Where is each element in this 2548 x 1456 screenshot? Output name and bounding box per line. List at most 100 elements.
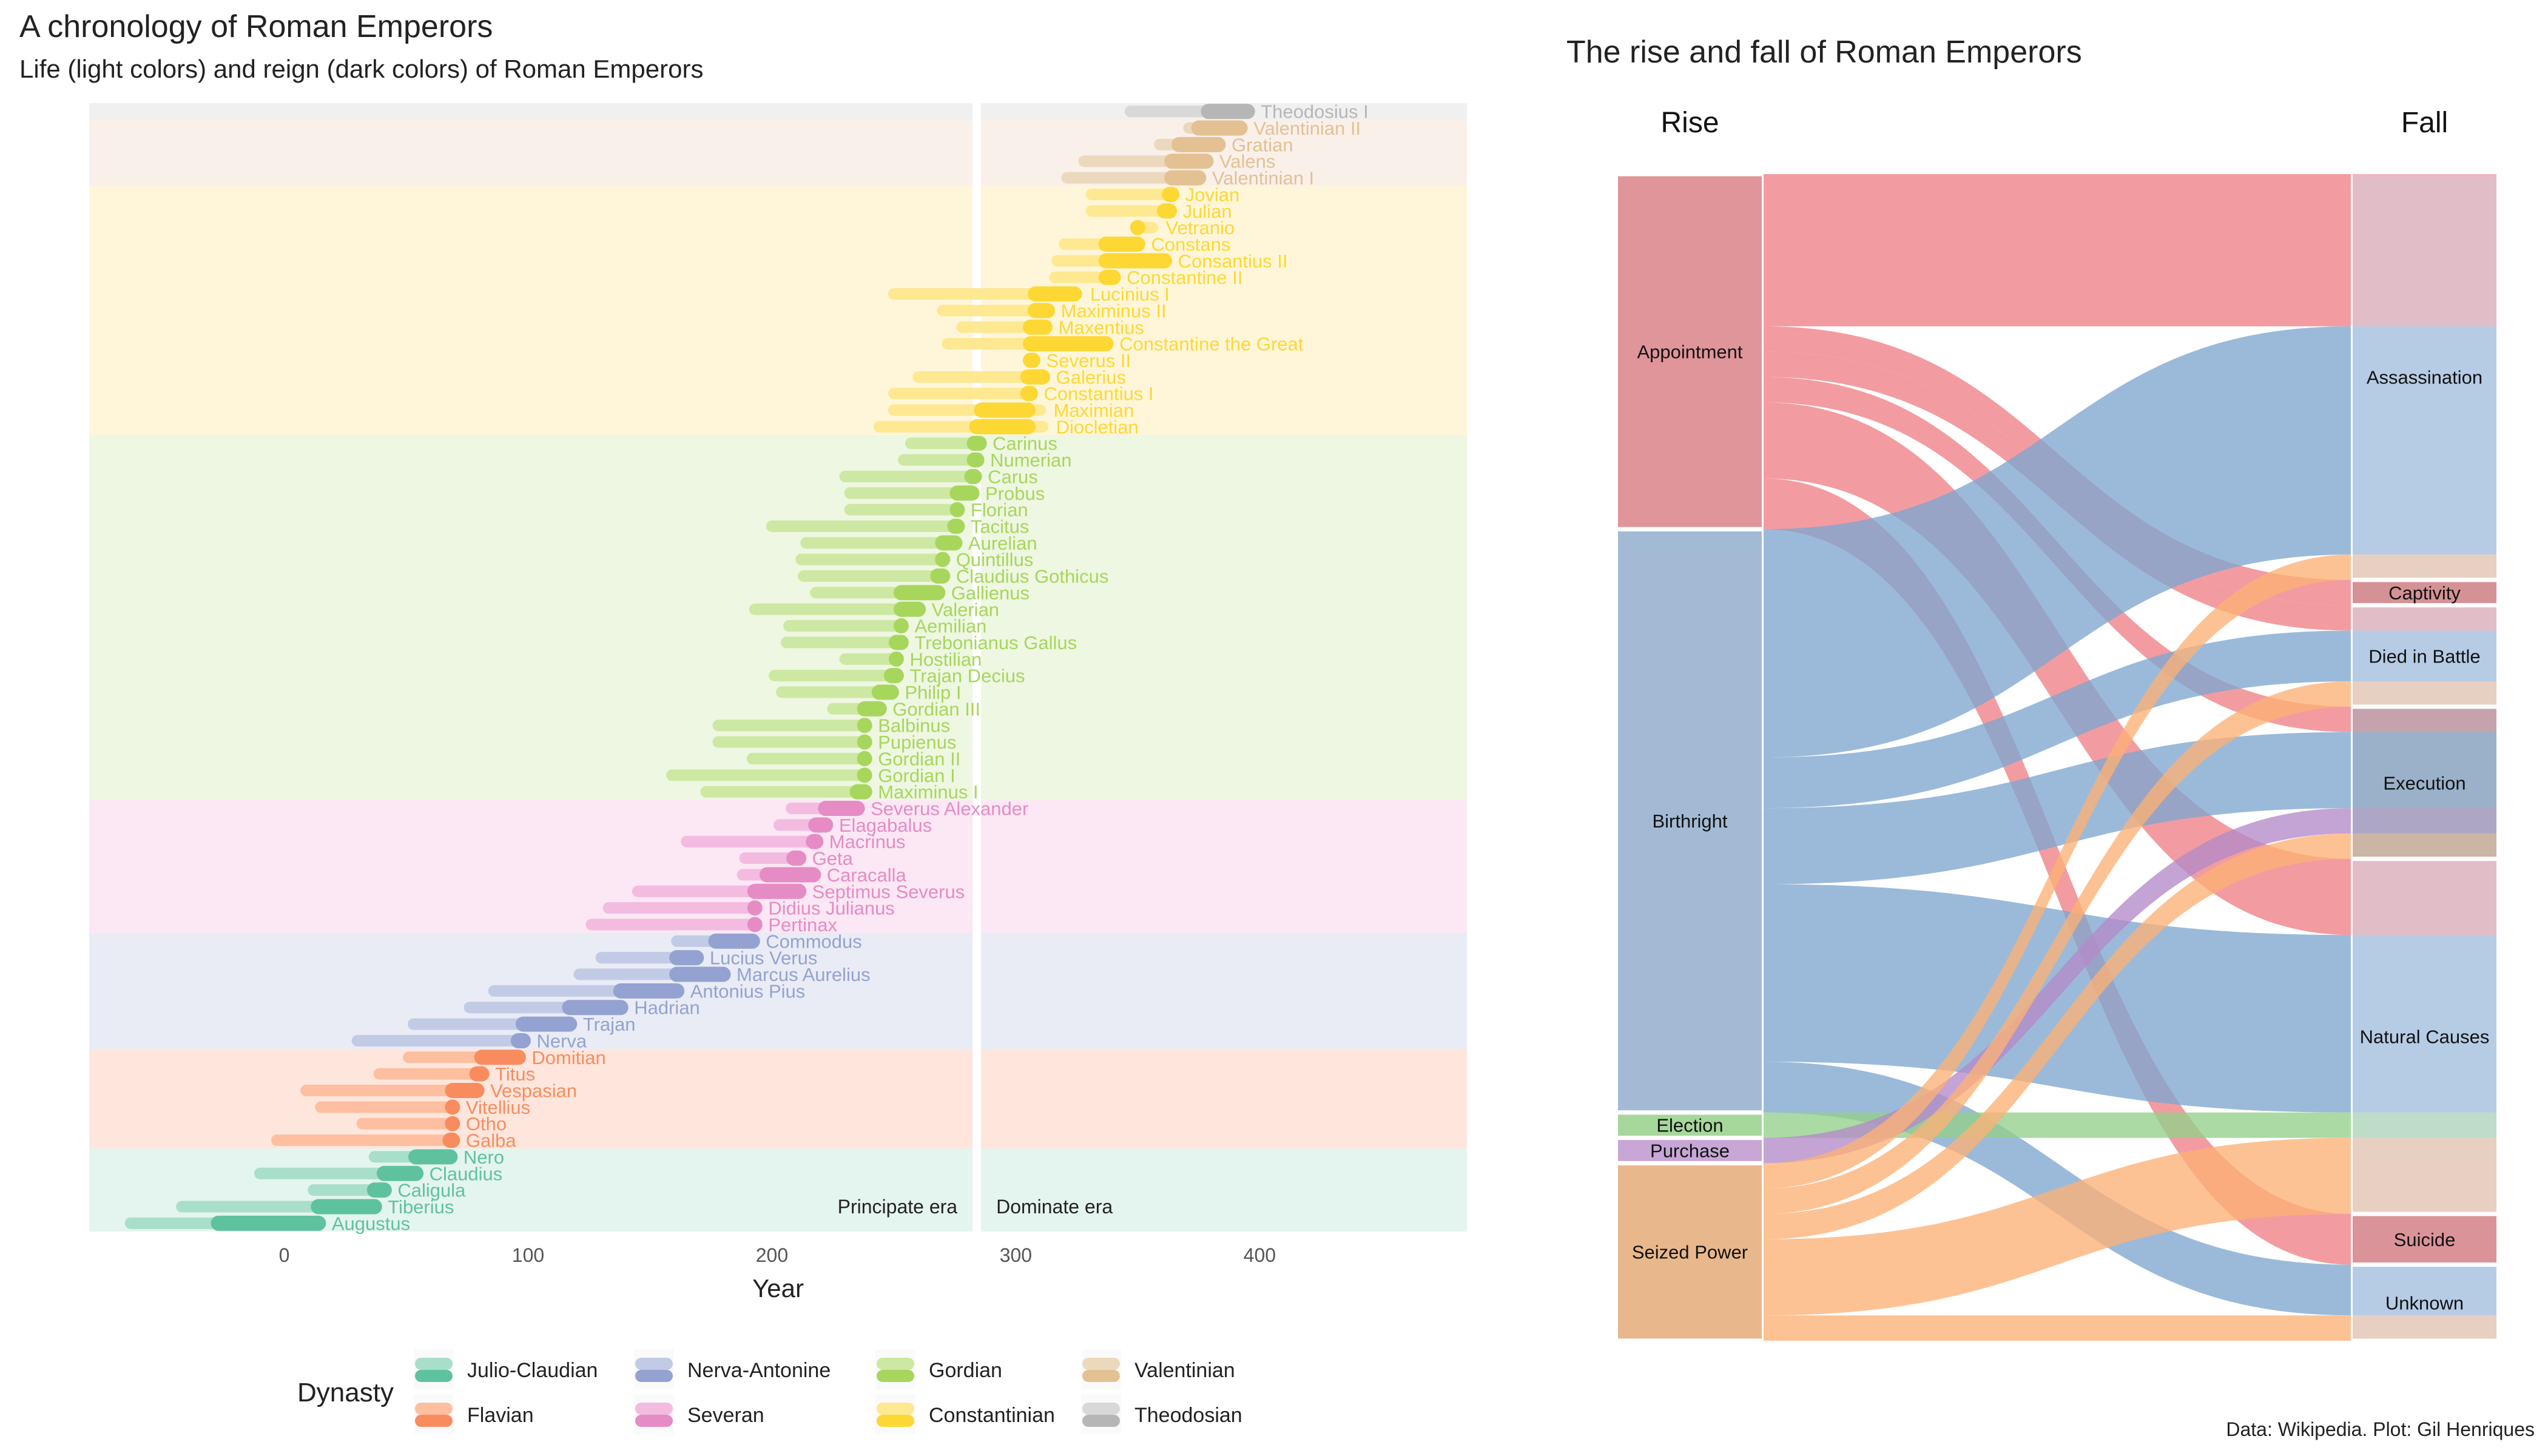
legend-item-julio-claudian: Julio-Claudian (414, 1349, 598, 1389)
fall-node-segment (2353, 681, 2496, 707)
emperor-label-macrinus: Macrinus (829, 831, 906, 852)
legend-item-gordian: Gordian (875, 1349, 1002, 1389)
emperor-label-claudius: Claudius (430, 1163, 503, 1184)
fall-node-segment (2353, 579, 2496, 605)
emperor-label-balbinus: Balbinus (878, 715, 950, 736)
fall-node-suicide (2353, 1216, 2496, 1263)
emperor-label-aurelian: Aurelian (968, 533, 1037, 554)
rise-node-seized-power (1618, 1165, 1762, 1339)
emperor-label-valentinian-i: Valentinian I (1212, 167, 1314, 189)
fall-node-segment (2353, 174, 2496, 326)
x-tick-300: 300 (1000, 1244, 1032, 1266)
emperor-label-nerva: Nerva (536, 1030, 587, 1051)
fall-label-execution: Execution (2383, 772, 2465, 794)
fall-axis-label: Fall (2401, 107, 2448, 139)
rise-node-birthright (1618, 531, 1762, 1111)
era-label-dominate: Dominate era (996, 1196, 1113, 1218)
emperor-label-julian: Julian (1183, 201, 1232, 222)
emperor-label-hostilian: Hostilian (909, 649, 982, 670)
x-tick-200: 200 (756, 1244, 788, 1266)
emperor-label-titus: Titus (495, 1063, 535, 1085)
emperor-label-carus: Carus (988, 466, 1038, 487)
fall-node-segment (2353, 1264, 2496, 1316)
rise-node-gap (1618, 1338, 1762, 1343)
legend-label: Severan (687, 1404, 764, 1427)
emperor-label-constantius-i: Constantius I (1044, 383, 1154, 405)
emperor-label-jovian: Jovian (1185, 184, 1240, 205)
fall-node-gap (2353, 857, 2496, 861)
legend-item-flavian: Flavian (414, 1394, 534, 1434)
fall-node-segment (2353, 1112, 2496, 1138)
rise-node-gap (1618, 1136, 1762, 1141)
emperor-label-hadrian: Hadrian (634, 997, 700, 1019)
emperor-label-severus-ii: Severus II (1046, 350, 1131, 371)
chronology-title: A chronology of Roman Emperors (19, 9, 493, 44)
alluvial-title: The rise and fall of Roman Emperors (1566, 35, 2082, 70)
emperor-label-vitellius: Vitellius (466, 1097, 530, 1118)
x-tick-0: 0 (279, 1244, 290, 1266)
fall-node-gap (2353, 1212, 2496, 1216)
legend-label: Theodosian (1134, 1404, 1242, 1427)
legend-label: Julio-Claudian (467, 1359, 598, 1382)
fall-node-segment (2353, 1315, 2496, 1341)
emperor-label-geta: Geta (812, 848, 854, 869)
fall-node-segment (2353, 630, 2496, 682)
rise-node-gap (1618, 527, 1762, 531)
emperor-label-aemilian: Aemilian (914, 616, 986, 637)
fall-label-suicide: Suicide (2394, 1229, 2456, 1250)
fall-node-execution (2353, 709, 2496, 857)
flow-seized-power-to-execution (1764, 833, 2351, 1239)
fall-node-assassination (2353, 176, 2496, 578)
fall-node-segment (2353, 554, 2496, 580)
emperor-label-claudius-gothicus: Claudius Gothicus (956, 566, 1109, 587)
fall-node-segment (2353, 605, 2496, 631)
emperor-label-valens: Valens (1219, 151, 1276, 172)
emperor-label-caligula: Caligula (397, 1180, 466, 1201)
legend-label: Constantinian (929, 1404, 1055, 1427)
fall-label-natural-causes: Natural Causes (2360, 1026, 2490, 1047)
rise-label-election: Election (1656, 1115, 1723, 1136)
emperor-label-probus: Probus (985, 483, 1045, 504)
emperor-label-trajan: Trajan (583, 1014, 636, 1035)
caption: Data: Wikipedia. Plot: Gil Henriques (2226, 1418, 2535, 1440)
flow-birthright-to-natural-causes (1764, 884, 2351, 1113)
rise-label-birthright: Birthright (1652, 811, 1727, 832)
era-label-principate: Principate era (838, 1196, 958, 1218)
legend-item-severan: Severan (634, 1394, 764, 1434)
emperor-label-valentinian-ii: Valentinian II (1253, 118, 1361, 139)
emperor-label-constans: Constans (1151, 234, 1230, 255)
emperor-label-trebonianus-gallus: Trebonianus Gallus (914, 632, 1077, 653)
emperor-label-gordian-iii: Gordian III (892, 698, 980, 720)
emperor-label-marcus-aurelius: Marcus Aurelius (736, 964, 871, 985)
emperor-label-tacitus: Tacitus (971, 516, 1029, 538)
emperor-label-carinus: Carinus (993, 433, 1057, 454)
emperor-label-commodus: Commodus (766, 931, 862, 952)
emperor-label-diocletian: Diocletian (1056, 416, 1139, 437)
emperor-label-maximinus-ii: Maximinus II (1061, 300, 1167, 322)
legend-item-theodosian: Theodosian (1081, 1394, 1242, 1434)
fall-node-gap (2353, 704, 2496, 709)
flow-seized-power-to-unknown (1764, 1315, 2351, 1341)
emperor-label-trajan-decius: Trajan Decius (909, 666, 1025, 687)
emperor-label-valerian: Valerian (932, 599, 999, 620)
emperor-label-lucinius-i: Lucinius I (1090, 284, 1170, 305)
fall-node-gap (2353, 603, 2496, 608)
flow-seized-power-to-assassination (1764, 554, 2351, 1189)
fall-node-gap (2353, 578, 2496, 582)
emperor-label-gordian-ii: Gordian II (878, 748, 960, 769)
emperor-label-augustus: Augustus (332, 1213, 410, 1234)
emperor-label-florian: Florian (971, 499, 1028, 521)
legend-label: Nerva-Antonine (687, 1359, 831, 1382)
flow-seized-power-to-died-in-battle (1764, 681, 2351, 1214)
emperor-label-pupienus: Pupienus (878, 732, 956, 753)
emperor-label-gordian-i: Gordian I (878, 765, 956, 786)
dynasty-band-constantinian (89, 186, 1467, 436)
fall-node-gap (2353, 1338, 2496, 1343)
rise-label-appointment: Appointment (1637, 342, 1742, 363)
fall-label-assassination: Assassination (2367, 366, 2482, 388)
chronology-subtitle: Life (light colors) and reign (dark colo… (19, 55, 704, 83)
legend-label: Gordian (929, 1359, 1002, 1382)
emperor-label-maximian: Maximian (1054, 400, 1134, 421)
emperor-label-septimus-severus: Septimus Severus (812, 881, 965, 902)
